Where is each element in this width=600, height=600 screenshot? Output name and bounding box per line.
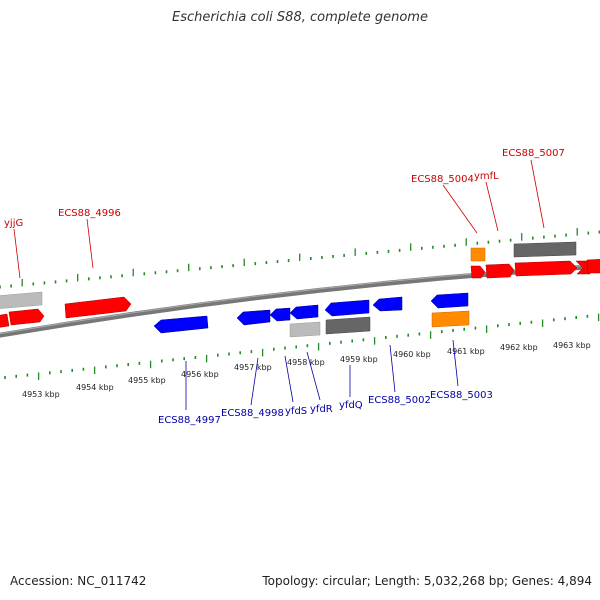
leader-ECS88_4996 — [86, 218, 94, 269]
leader-ymfL — [485, 181, 499, 232]
kbp-tick-label: 4956 kbp — [181, 370, 219, 379]
gene-forward[interactable] — [586, 259, 600, 274]
leader-ECS88_5004 — [442, 184, 478, 234]
kbp-tick-label: 4958 kbp — [287, 358, 325, 367]
kbp-tick-label: 4955 kbp — [128, 376, 166, 385]
gene-label-ECS88_5003: ECS88_5003 — [430, 390, 493, 401]
rna-reverse[interactable] — [431, 310, 470, 328]
gene-label-ECS88_5007: ECS88_5007 — [502, 148, 565, 159]
kbp-tick-label: 4962 kbp — [500, 343, 538, 352]
gene-forward-ECS88_5007[interactable] — [514, 260, 578, 277]
gene-reverse-yfdQ[interactable] — [324, 299, 370, 317]
pseudogene-forward-dark[interactable] — [513, 241, 577, 258]
kbp-tick-labels: 4953 kbp 4954 kbp 4955 kbp 4956 kbp 4957 kbp… — [22, 341, 591, 399]
gene-label-ECS88_4996: ECS88_4996 — [58, 208, 121, 219]
gene-reverse-ECS88_4998[interactable] — [236, 309, 271, 326]
leader-yfdR — [306, 351, 321, 401]
forward-label-leaders — [13, 159, 545, 279]
rna-forward[interactable] — [470, 247, 486, 262]
pseudogene-reverse-light[interactable] — [289, 321, 321, 338]
gene-label-ECS88_5004: ECS88_5004 — [411, 174, 474, 185]
gene-label-yfdS: yfdS — [285, 406, 307, 417]
map-title: Escherichia coli S88, complete genome — [172, 10, 428, 25]
leader-yfdS — [284, 355, 294, 403]
lower-tick-track — [4, 313, 600, 380]
leader-ECS88_4998 — [250, 357, 259, 406]
gene-forward[interactable] — [0, 313, 10, 328]
gene-forward-ECS88_4996[interactable] — [64, 296, 132, 319]
kbp-tick-label: 4959 kbp — [340, 355, 378, 364]
pseudogene-forward-light[interactable] — [0, 291, 43, 309]
pseudogene-reverse-dark[interactable] — [325, 316, 371, 335]
gene-forward-ymfL[interactable] — [485, 263, 515, 279]
gene-label-yfdQ: yfdQ — [339, 400, 363, 411]
gene-forward[interactable] — [470, 265, 486, 279]
kbp-tick-label: 4963 kbp — [553, 341, 591, 350]
gene-forward-yjjG[interactable] — [8, 308, 45, 326]
gene-label-yjjG: yjjG — [4, 218, 23, 229]
gene-reverse-ECS88_4997[interactable] — [153, 315, 209, 334]
leader-yjjG — [13, 228, 21, 279]
kbp-tick-label: 4960 kbp — [393, 350, 431, 359]
gene-label-ymfL: ymfL — [474, 171, 499, 182]
leader-ECS88_5002 — [389, 344, 396, 393]
kbp-tick-label: 4957 kbp — [234, 363, 272, 372]
leader-ECS88_5007 — [530, 159, 545, 229]
upper-tick-track — [0, 228, 600, 289]
gene-label-ECS88_4997: ECS88_4997 — [158, 415, 221, 426]
kbp-tick-label: 4954 kbp — [76, 383, 114, 392]
kbp-tick-label: 4953 kbp — [22, 390, 60, 399]
gene-label-yfdR: yfdR — [310, 404, 333, 415]
kbp-tick-label: 4961 kbp — [447, 347, 485, 356]
gene-label-ECS88_4998: ECS88_4998 — [221, 408, 284, 419]
reverse-label-leaders — [185, 339, 459, 410]
gene-reverse-ECS88_5002[interactable] — [372, 296, 403, 312]
accession-text: Accession: NC_011742 — [10, 574, 147, 588]
gene-reverse-ECS88_5003[interactable] — [430, 292, 469, 309]
gene-reverse-yfdS[interactable] — [269, 307, 291, 322]
leader-ECS88_5003 — [452, 339, 459, 387]
gene-label-ECS88_5002: ECS88_5002 — [368, 395, 431, 406]
genome-summary-text: Topology: circular; Length: 5,032,268 bp… — [262, 574, 592, 588]
gene-reverse-yfdR[interactable] — [289, 304, 319, 320]
